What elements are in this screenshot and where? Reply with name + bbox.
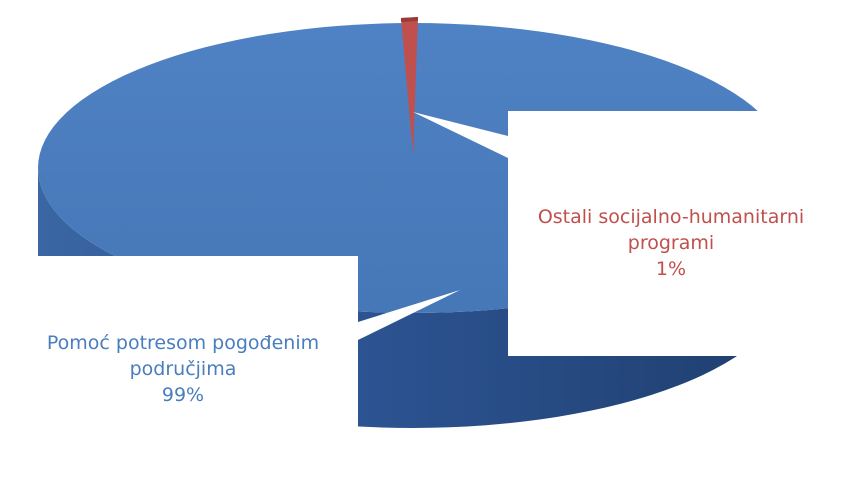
slice-label-blue-line2: područjima	[129, 358, 237, 380]
slice-label-blue: Pomoć potresom pogođenim područjima 99%	[18, 330, 348, 408]
slice-label-red-line2: programi	[627, 232, 715, 254]
slice-label-red: Ostali socijalno-humanitarni programi 1%	[508, 204, 834, 282]
slice-label-blue-line1: Pomoć potresom pogođenim	[46, 332, 320, 354]
pie-slice-red-edge	[401, 17, 418, 22]
pie-slice-red	[401, 17, 418, 155]
pie-bottom-gap	[358, 452, 364, 482]
callout-red[interactable]	[413, 111, 846, 356]
slice-label-red-line1: Ostali socijalno-humanitarni	[537, 206, 805, 228]
slice-percent-red: 1%	[655, 258, 687, 280]
callout-blue[interactable]	[8, 256, 460, 482]
slice-percent-blue: 99%	[161, 384, 205, 406]
